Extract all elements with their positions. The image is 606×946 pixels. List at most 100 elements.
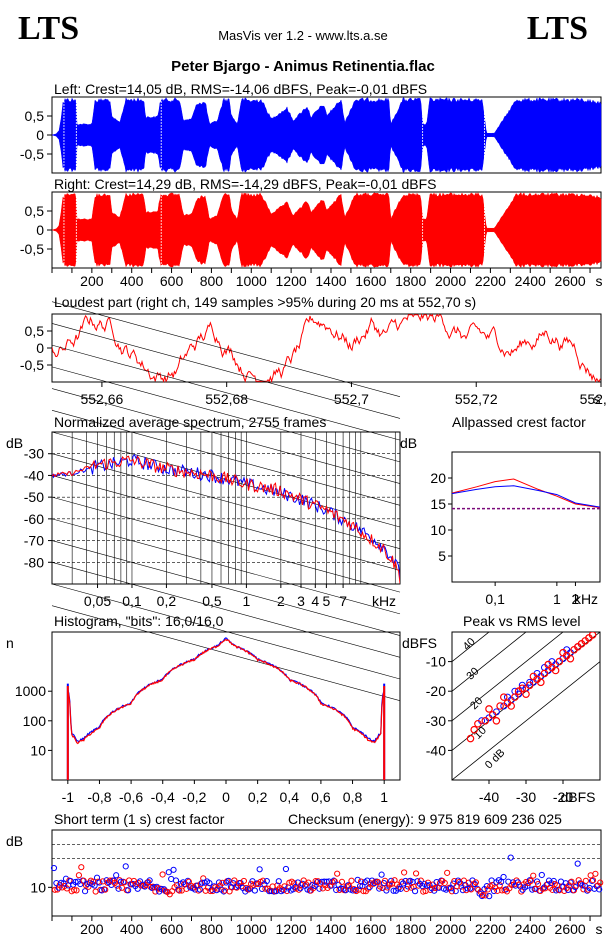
y-tick-label: -30 (24, 446, 44, 462)
y-tick-label: 15 (430, 496, 446, 512)
x-tick-label: 0,2 (157, 593, 177, 609)
scatter-point-right (338, 878, 346, 885)
y-tick-label: -60 (24, 511, 44, 527)
scatter-point-right (496, 702, 504, 710)
scatter-point-left (170, 866, 177, 873)
scatter-point-right (415, 882, 422, 889)
x-tick-label: 2400 (515, 921, 546, 937)
plot-frame (51, 829, 602, 917)
x-tick-label: 2600 (555, 273, 586, 289)
scatter-point-right (529, 672, 538, 681)
scatter-point-right (573, 642, 582, 651)
scatter-point-right (539, 885, 546, 892)
checksum-text: Checksum (energy): 9 975 819 609 236 025 (288, 811, 562, 827)
scatter-point-right (78, 864, 85, 871)
y-axis-label: n (6, 635, 14, 651)
scatter-point-left (117, 878, 125, 885)
y-tick-label: 20 (430, 470, 446, 486)
scatter-point-right (176, 887, 183, 894)
scatter-point-right (259, 877, 267, 884)
scatter-point-right (481, 716, 490, 725)
scatter-point-left (574, 860, 581, 867)
scatter-point-right (444, 869, 451, 876)
crest-diagonal-line (452, 661, 600, 780)
scatter-point-right (71, 886, 78, 894)
scatter-point-left (466, 885, 474, 892)
scatter-point-right (492, 716, 501, 725)
y-tick-label: 100 (23, 713, 47, 729)
crest-factor-title: Allpassed crest factor (452, 414, 586, 430)
scatter-point-right (482, 892, 489, 899)
x-tick-label: 2200 (475, 921, 506, 937)
scatter-point-right (200, 875, 207, 882)
waveform-envelope (51, 191, 602, 269)
x-tick-label: 0 (222, 789, 230, 805)
scatter-point-left (572, 883, 579, 891)
x-tick-label: 2600 (555, 921, 586, 937)
scatter-point-right (530, 872, 537, 879)
scatter-point-left (390, 887, 397, 894)
y-tick-label: -40 (426, 742, 446, 758)
plot-frame (51, 631, 401, 781)
scatter-point-right (589, 877, 597, 884)
scatter-point-left (524, 882, 531, 889)
scatter-point-right (240, 877, 248, 885)
y-tick-label: 0,5 (25, 323, 45, 339)
peak-rms-title: Peak vs RMS level (463, 613, 581, 629)
x-tick-label: 2200 (475, 273, 506, 289)
crest-series-line (451, 485, 601, 508)
short-term-crest-chart: 10 dB 200 400 600 800 1000 1200 1400 1600 1800 2000… (6, 829, 604, 937)
slope-line (51, 366, 401, 463)
y-tick-label: -70 (24, 533, 44, 549)
scatter-point-right (207, 887, 214, 895)
scatter-point-left (251, 887, 258, 894)
scatter-point-right (485, 705, 493, 713)
scatter-point-right (568, 878, 575, 885)
x-tick-label: -20 (553, 789, 573, 805)
logo-right: LTS (526, 10, 588, 47)
scatter-point-right (458, 883, 465, 890)
y-tick-label: -0,5 (20, 241, 44, 257)
x-tick-label: 2000 (435, 921, 466, 937)
scatter-point-right (197, 880, 204, 887)
scatter-point-left (490, 887, 498, 895)
logo-left: LTS (18, 10, 80, 47)
scatter-point-right (540, 669, 549, 678)
y-tick-label: -80 (24, 554, 44, 570)
scatter-point-left (538, 871, 545, 879)
x-tick-label: 0,8 (343, 789, 363, 805)
scatter-point-right (470, 725, 479, 734)
scatter-point-left (62, 875, 70, 882)
x-tick-label: 0,2 (248, 789, 268, 805)
y-tick-label: -0,5 (20, 146, 44, 162)
scatter-point-right (549, 886, 556, 893)
x-unit-label: kHz (574, 591, 598, 607)
x-tick-label: 552,72 (455, 391, 498, 407)
scatter-point-left (220, 888, 227, 895)
scatter-point-left (323, 878, 330, 885)
scatter-point-left (397, 885, 404, 892)
x-tick-label: -0,4 (151, 789, 175, 805)
scatter-point-left (146, 877, 153, 884)
scatter-point-left (388, 877, 395, 884)
scatter-point-left (474, 885, 481, 892)
scatter-point-left (122, 863, 129, 870)
scatter-point-right (467, 886, 475, 893)
scatter-point-left (93, 874, 101, 881)
x-tick-label: 552,68 (205, 391, 248, 407)
scatter-point-right (534, 880, 542, 888)
scatter-point-right (499, 693, 508, 701)
scatter-point-left (175, 886, 182, 893)
scatter-point-left (225, 877, 232, 884)
scatter-point-left (588, 877, 596, 885)
x-tick-label: 600 (160, 273, 184, 289)
y-tick-label: -10 (426, 654, 446, 670)
scatter-point-right (522, 690, 530, 698)
x-tick-label: 600 (160, 921, 184, 937)
x-tick-label: 400 (120, 921, 144, 937)
scatter-point-right (195, 887, 202, 894)
histogram-series-line (67, 638, 385, 745)
scatter-point-right (183, 885, 190, 892)
y-tick-label: -40 (24, 467, 44, 483)
scatter-point-right (102, 886, 109, 893)
